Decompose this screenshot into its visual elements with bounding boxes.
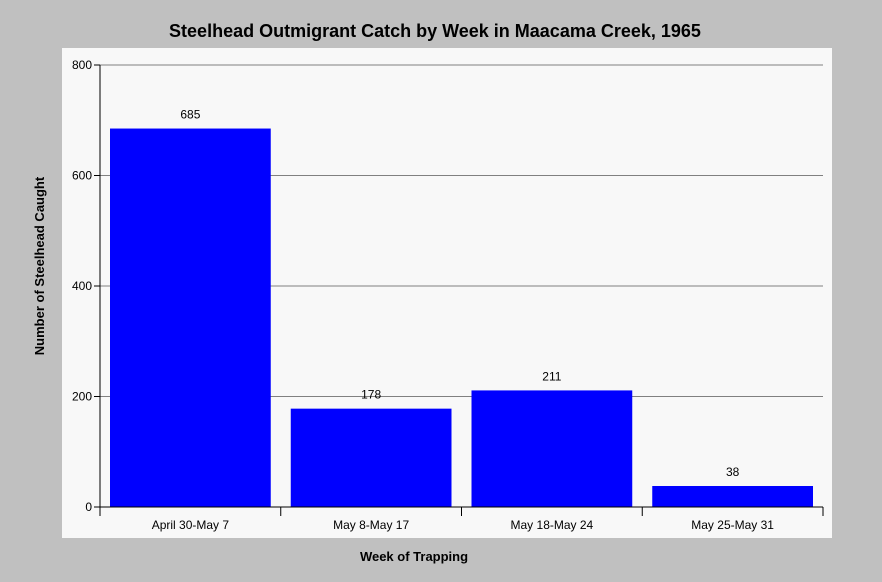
y-tick-label: 400 <box>72 279 92 293</box>
x-tick-label: May 25-May 31 <box>691 518 774 532</box>
y-tick-label: 0 <box>85 500 92 514</box>
bar-value-label: 38 <box>726 465 740 479</box>
bar-value-label: 685 <box>180 108 200 122</box>
x-ticks: April 30-May 7 May 8-May 17 May 18-May 24 M… <box>99 507 824 532</box>
bar-value-label: 211 <box>542 369 561 383</box>
y-ticks: 0 200 400 600 800 <box>72 58 100 514</box>
bar <box>110 128 271 507</box>
x-tick-label: May 8-May 17 <box>333 518 409 532</box>
y-tick-label: 600 <box>72 169 92 183</box>
x-tick-label: April 30-May 7 <box>152 518 230 532</box>
y-axis-title: Number of Steelhead Caught <box>32 176 47 355</box>
x-tick-label: May 18-May 24 <box>511 518 594 532</box>
bars <box>110 128 813 507</box>
bar <box>290 408 452 507</box>
bar <box>471 390 633 507</box>
data-labels: 685 178 211 38 <box>180 108 739 479</box>
bar <box>652 486 813 507</box>
y-tick-label: 200 <box>72 390 92 404</box>
chart-title: Steelhead Outmigrant Catch by Week in Ma… <box>169 21 701 41</box>
x-axis-title: Week of Trapping <box>360 549 468 564</box>
y-tick-label: 800 <box>72 58 92 72</box>
bar-value-label: 178 <box>361 388 381 402</box>
